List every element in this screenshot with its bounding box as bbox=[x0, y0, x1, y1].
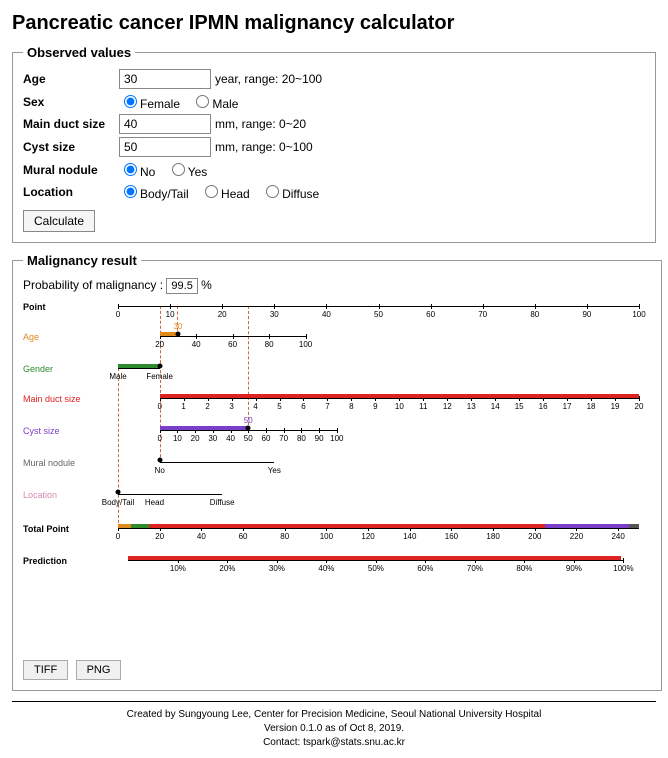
age-input[interactable] bbox=[119, 69, 211, 89]
loc-bodytail-radio[interactable] bbox=[124, 185, 137, 198]
mainduct-unit: mm, range: 0~20 bbox=[215, 117, 306, 131]
loc-head-label: Head bbox=[221, 187, 250, 201]
mural-no-radio[interactable] bbox=[124, 163, 137, 176]
mural-label: Mural nodule bbox=[23, 163, 119, 177]
location-label: Location bbox=[23, 185, 119, 199]
mainduct-input[interactable] bbox=[119, 114, 211, 134]
loc-diffuse-label: Diffuse bbox=[282, 187, 319, 201]
footer-divider bbox=[12, 701, 656, 702]
loc-diffuse-radio[interactable] bbox=[266, 185, 279, 198]
sex-female-radio[interactable] bbox=[124, 95, 137, 108]
png-button[interactable]: PNG bbox=[76, 660, 122, 680]
prob-unit: % bbox=[201, 278, 212, 292]
result-legend: Malignancy result bbox=[23, 253, 141, 268]
footer-line1: Created by Sungyoung Lee, Center for Pre… bbox=[12, 708, 656, 722]
nomogram-chart: Point0102030405060708090100Age2040608010… bbox=[23, 302, 651, 652]
page-title: Pancreatic cancer IPMN malignancy calcul… bbox=[12, 12, 656, 35]
cyst-unit: mm, range: 0~100 bbox=[215, 140, 313, 154]
observed-values-fieldset: Observed values Age year, range: 20~100 … bbox=[12, 45, 656, 243]
age-unit: year, range: 20~100 bbox=[215, 72, 322, 86]
loc-bodytail-label: Body/Tail bbox=[140, 187, 189, 201]
footer-line3: Contact: tspark@stats.snu.ac.kr bbox=[12, 736, 656, 750]
calculate-button[interactable]: Calculate bbox=[23, 210, 95, 232]
prob-label: Probability of malignancy : bbox=[23, 278, 166, 292]
footer-line2: Version 0.1.0 as of Oct 8, 2019. bbox=[12, 722, 656, 736]
sex-label: Sex bbox=[23, 95, 119, 109]
footer: Created by Sungyoung Lee, Center for Pre… bbox=[12, 708, 656, 750]
cyst-input[interactable] bbox=[119, 137, 211, 157]
mural-yes-radio[interactable] bbox=[172, 163, 185, 176]
sex-female-label: Female bbox=[140, 97, 180, 111]
sex-male-label: Male bbox=[212, 97, 238, 111]
mural-no-label: No bbox=[140, 165, 155, 179]
tiff-button[interactable]: TIFF bbox=[23, 660, 68, 680]
cyst-label: Cyst size bbox=[23, 140, 119, 154]
malignancy-result-fieldset: Malignancy result Probability of maligna… bbox=[12, 253, 662, 691]
prob-value: 99.5 bbox=[166, 278, 197, 294]
loc-head-radio[interactable] bbox=[205, 185, 218, 198]
mural-yes-label: Yes bbox=[188, 165, 208, 179]
sex-male-radio[interactable] bbox=[196, 95, 209, 108]
age-label: Age bbox=[23, 72, 119, 86]
mainduct-label: Main duct size bbox=[23, 117, 119, 131]
observed-legend: Observed values bbox=[23, 45, 135, 60]
